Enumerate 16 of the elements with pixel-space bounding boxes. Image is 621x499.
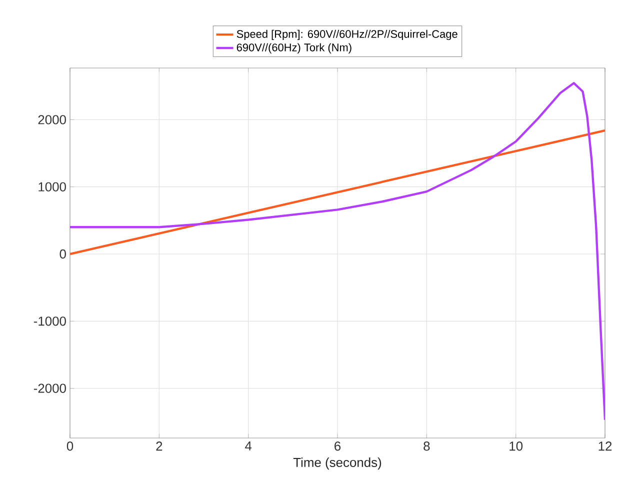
y-tick-label: 1000 <box>38 182 66 192</box>
x-tick-label: 4 <box>245 442 252 450</box>
x-tick-label: 8 <box>424 442 430 451</box>
legend-label: Speed [Rpm]: 690V//60Hz//2P//Squirrel-Cage <box>236 30 458 40</box>
x-tick-label: 2 <box>156 442 162 451</box>
y-tick-label: 2000 <box>38 115 66 124</box>
line-series <box>70 82 606 421</box>
x-axis-title: Time (seconds) <box>293 458 382 470</box>
y-tick-label: -1000 <box>34 316 66 326</box>
x-tick-label: 12 <box>598 442 612 451</box>
y-tick-label: -2000 <box>34 384 66 393</box>
y-tick-label: 0 <box>60 249 66 259</box>
legend-label: 690V//(60Hz) Tork (Nm) <box>236 43 352 54</box>
x-tick-label: 6 <box>334 442 341 451</box>
x-tick-label: 10 <box>510 442 523 451</box>
x-tick-label: 0 <box>66 442 74 451</box>
